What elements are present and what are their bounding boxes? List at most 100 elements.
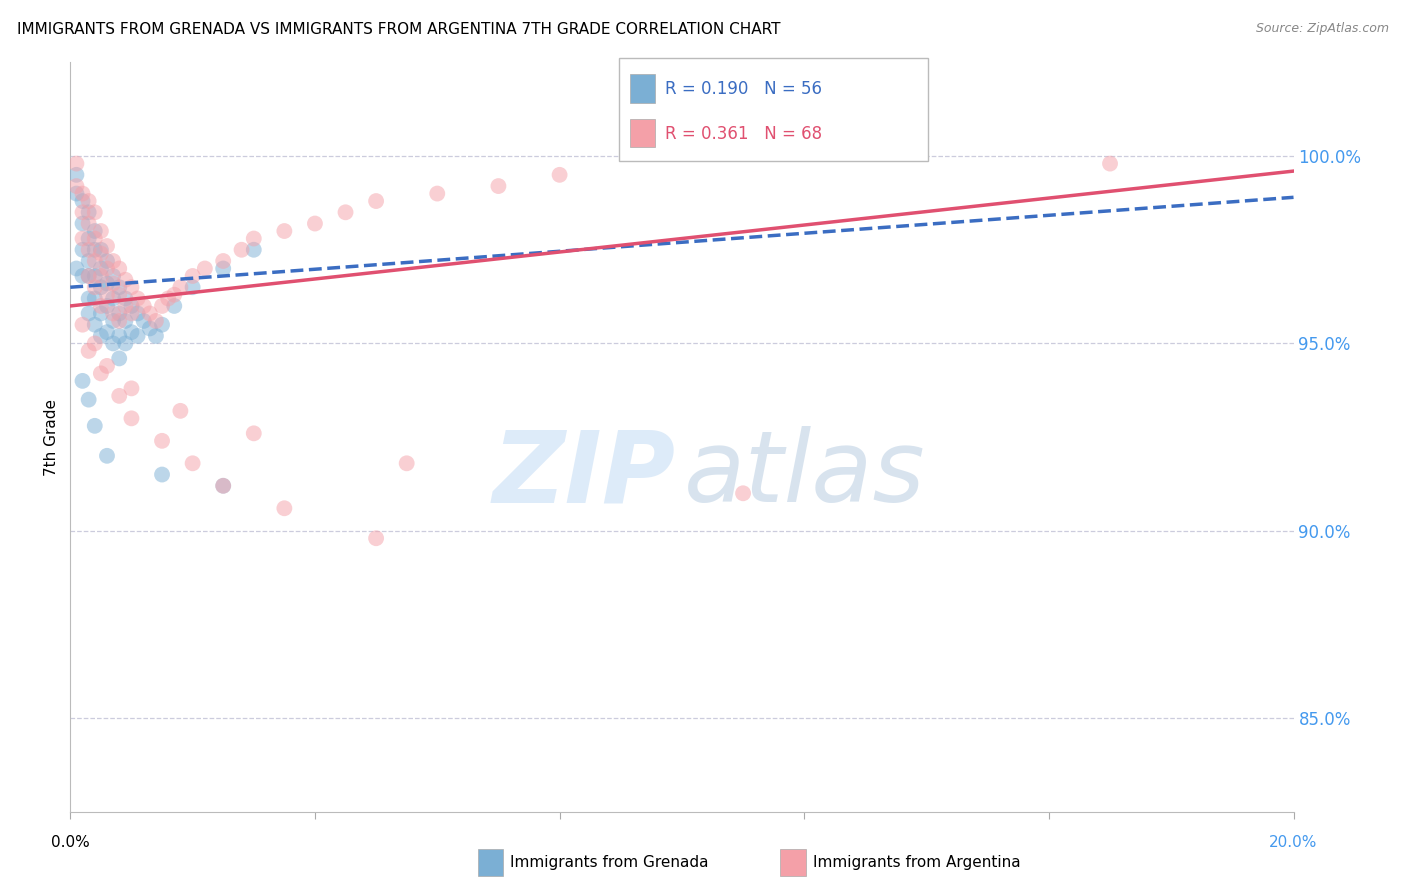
Point — [83, 243, 105, 257]
Point — [212, 479, 235, 493]
Point — [157, 292, 180, 306]
Point — [127, 306, 149, 320]
Point — [150, 318, 173, 332]
Point — [114, 336, 136, 351]
Point — [90, 329, 112, 343]
Point — [72, 231, 94, 245]
Point — [65, 261, 87, 276]
Point — [77, 194, 100, 208]
Point — [65, 179, 87, 194]
Point — [273, 501, 295, 516]
Point — [72, 217, 94, 231]
Point — [108, 314, 131, 328]
Point — [108, 329, 131, 343]
Point — [101, 292, 124, 306]
Point — [77, 217, 100, 231]
Point — [101, 314, 124, 328]
Point — [101, 336, 124, 351]
Point — [194, 261, 217, 276]
Point — [108, 261, 131, 276]
Point — [101, 254, 124, 268]
Point — [114, 292, 136, 306]
Y-axis label: 7th Grade: 7th Grade — [44, 399, 59, 475]
Point — [77, 306, 100, 320]
Point — [108, 280, 131, 294]
Point — [132, 314, 155, 328]
Point — [366, 194, 388, 208]
Point — [108, 287, 131, 301]
Point — [163, 299, 186, 313]
Point — [83, 280, 105, 294]
Point — [90, 306, 112, 320]
Text: Immigrants from Grenada: Immigrants from Grenada — [510, 855, 709, 870]
Point — [101, 306, 124, 320]
Point — [121, 381, 143, 395]
Point — [548, 168, 571, 182]
Text: ZIP: ZIP — [492, 426, 675, 523]
Point — [121, 411, 143, 425]
Point — [72, 268, 94, 283]
Point — [96, 277, 118, 291]
Point — [212, 479, 235, 493]
Point — [169, 404, 191, 418]
Point — [121, 299, 143, 313]
Point — [77, 392, 100, 407]
Point — [108, 389, 131, 403]
Text: atlas: atlas — [683, 426, 925, 523]
Point — [108, 351, 131, 366]
Point — [101, 277, 124, 291]
Text: IMMIGRANTS FROM GRENADA VS IMMIGRANTS FROM ARGENTINA 7TH GRADE CORRELATION CHART: IMMIGRANTS FROM GRENADA VS IMMIGRANTS FR… — [17, 22, 780, 37]
Point — [65, 186, 87, 201]
Point — [90, 367, 112, 381]
Point — [366, 531, 388, 545]
Point — [145, 329, 167, 343]
Point — [96, 239, 118, 253]
Text: Source: ZipAtlas.com: Source: ZipAtlas.com — [1256, 22, 1389, 36]
Point — [77, 205, 100, 219]
Point — [72, 186, 94, 201]
Point — [114, 314, 136, 328]
Point — [96, 299, 118, 313]
Point — [1099, 156, 1122, 170]
Point — [96, 359, 118, 373]
Point — [150, 467, 173, 482]
Point — [114, 299, 136, 313]
Point — [77, 343, 100, 358]
Point — [139, 321, 162, 335]
Point — [181, 280, 204, 294]
Point — [83, 205, 105, 219]
Point — [83, 336, 105, 351]
Point — [72, 194, 94, 208]
Point — [83, 268, 105, 283]
Point — [243, 243, 266, 257]
Point — [83, 231, 105, 245]
Point — [426, 186, 449, 201]
Point — [150, 299, 173, 313]
Text: 20.0%: 20.0% — [1270, 836, 1317, 850]
Point — [83, 224, 105, 238]
Point — [83, 318, 105, 332]
Point — [108, 306, 131, 320]
Point — [90, 243, 112, 257]
Point — [395, 456, 418, 470]
Point — [181, 456, 204, 470]
Point — [273, 224, 295, 238]
Point — [132, 299, 155, 313]
Point — [77, 268, 100, 283]
Point — [181, 268, 204, 283]
Point — [77, 254, 100, 268]
Point — [90, 299, 112, 313]
Point — [90, 246, 112, 260]
Point — [121, 280, 143, 294]
Point — [304, 217, 326, 231]
Point — [96, 287, 118, 301]
Point — [90, 261, 112, 276]
Point — [488, 179, 510, 194]
Point — [96, 325, 118, 339]
Point — [72, 205, 94, 219]
Text: R = 0.361   N = 68: R = 0.361 N = 68 — [665, 125, 823, 143]
Point — [212, 254, 235, 268]
Point — [150, 434, 173, 448]
Point — [169, 280, 191, 294]
Point — [72, 374, 94, 388]
